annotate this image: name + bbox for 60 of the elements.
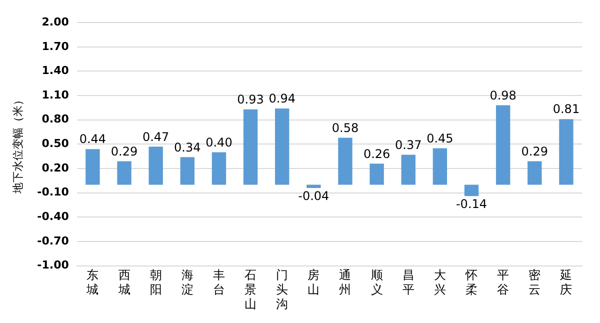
bar: [432, 148, 448, 185]
bar: [464, 184, 479, 196]
y-tick-label: 1.70: [42, 40, 70, 53]
x-tick-label: 大兴: [434, 268, 446, 297]
data-label: 0.29: [521, 144, 548, 158]
data-label: 0.45: [426, 131, 454, 146]
bar: [86, 149, 100, 185]
y-tick-label: 0.80: [42, 112, 70, 126]
data-label: 0.93: [237, 92, 264, 106]
y-axis-title: 地下水位变幅（米）: [11, 94, 24, 195]
data-label: 0.94: [268, 92, 296, 106]
bar: [275, 108, 290, 185]
x-tick-label: 怀柔: [464, 268, 478, 297]
data-label: 0.37: [395, 138, 422, 152]
y-tick-label: -0.10: [37, 186, 70, 199]
x-tick-label: 延庆: [559, 268, 572, 297]
y-tick-label: 0.50: [42, 137, 70, 150]
data-label: -0.04: [298, 189, 330, 204]
y-tick-label: -1.00: [37, 258, 70, 272]
bar: [559, 119, 574, 185]
y-tick-label: 2.00: [42, 15, 70, 28]
x-tick-label: 通州: [339, 268, 352, 297]
bar: [496, 105, 510, 185]
data-label: 0.98: [490, 88, 516, 102]
x-tick-label: 石景山: [244, 268, 257, 311]
x-tick-label: 西城: [117, 268, 130, 297]
data-label: 0.81: [552, 102, 580, 116]
x-tick-label: 顺义: [370, 268, 383, 297]
y-tick-label: 0.20: [42, 161, 70, 174]
data-label: 0.26: [363, 146, 390, 161]
y-tick-label: -0.70: [37, 234, 70, 248]
bar: [148, 146, 163, 185]
bar: [528, 161, 542, 185]
data-label: 0.29: [110, 144, 138, 158]
data-label: 0.58: [332, 120, 359, 135]
y-tick-label: 1.10: [42, 88, 70, 102]
bar: [370, 164, 384, 185]
bar: [401, 154, 416, 185]
bar: [180, 157, 194, 185]
data-label: 0.40: [206, 135, 232, 150]
bar: [338, 138, 352, 185]
data-label: 0.47: [142, 130, 170, 144]
x-tick-label: 东城: [86, 268, 99, 297]
x-tick-label: 昌平: [402, 268, 414, 297]
y-tick-label: 1.40: [42, 64, 70, 78]
y-tick-label: -0.40: [37, 210, 70, 224]
bar: [117, 161, 132, 185]
x-tick-label: 房山: [308, 268, 320, 297]
x-tick-label: 海淀: [181, 268, 194, 297]
bar: [306, 184, 321, 188]
data-label: -0.14: [456, 197, 488, 212]
x-tick-label: 平谷: [497, 268, 510, 297]
data-label: 0.44: [79, 132, 106, 146]
data-label: 0.34: [174, 140, 201, 154]
x-tick-label: 朝阳: [150, 268, 162, 297]
bar: [212, 152, 226, 185]
x-tick-label: 丰台: [212, 268, 225, 297]
bar: [243, 109, 258, 185]
x-tick-label: 门头沟: [276, 268, 288, 311]
x-tick-label: 密云: [528, 268, 541, 297]
